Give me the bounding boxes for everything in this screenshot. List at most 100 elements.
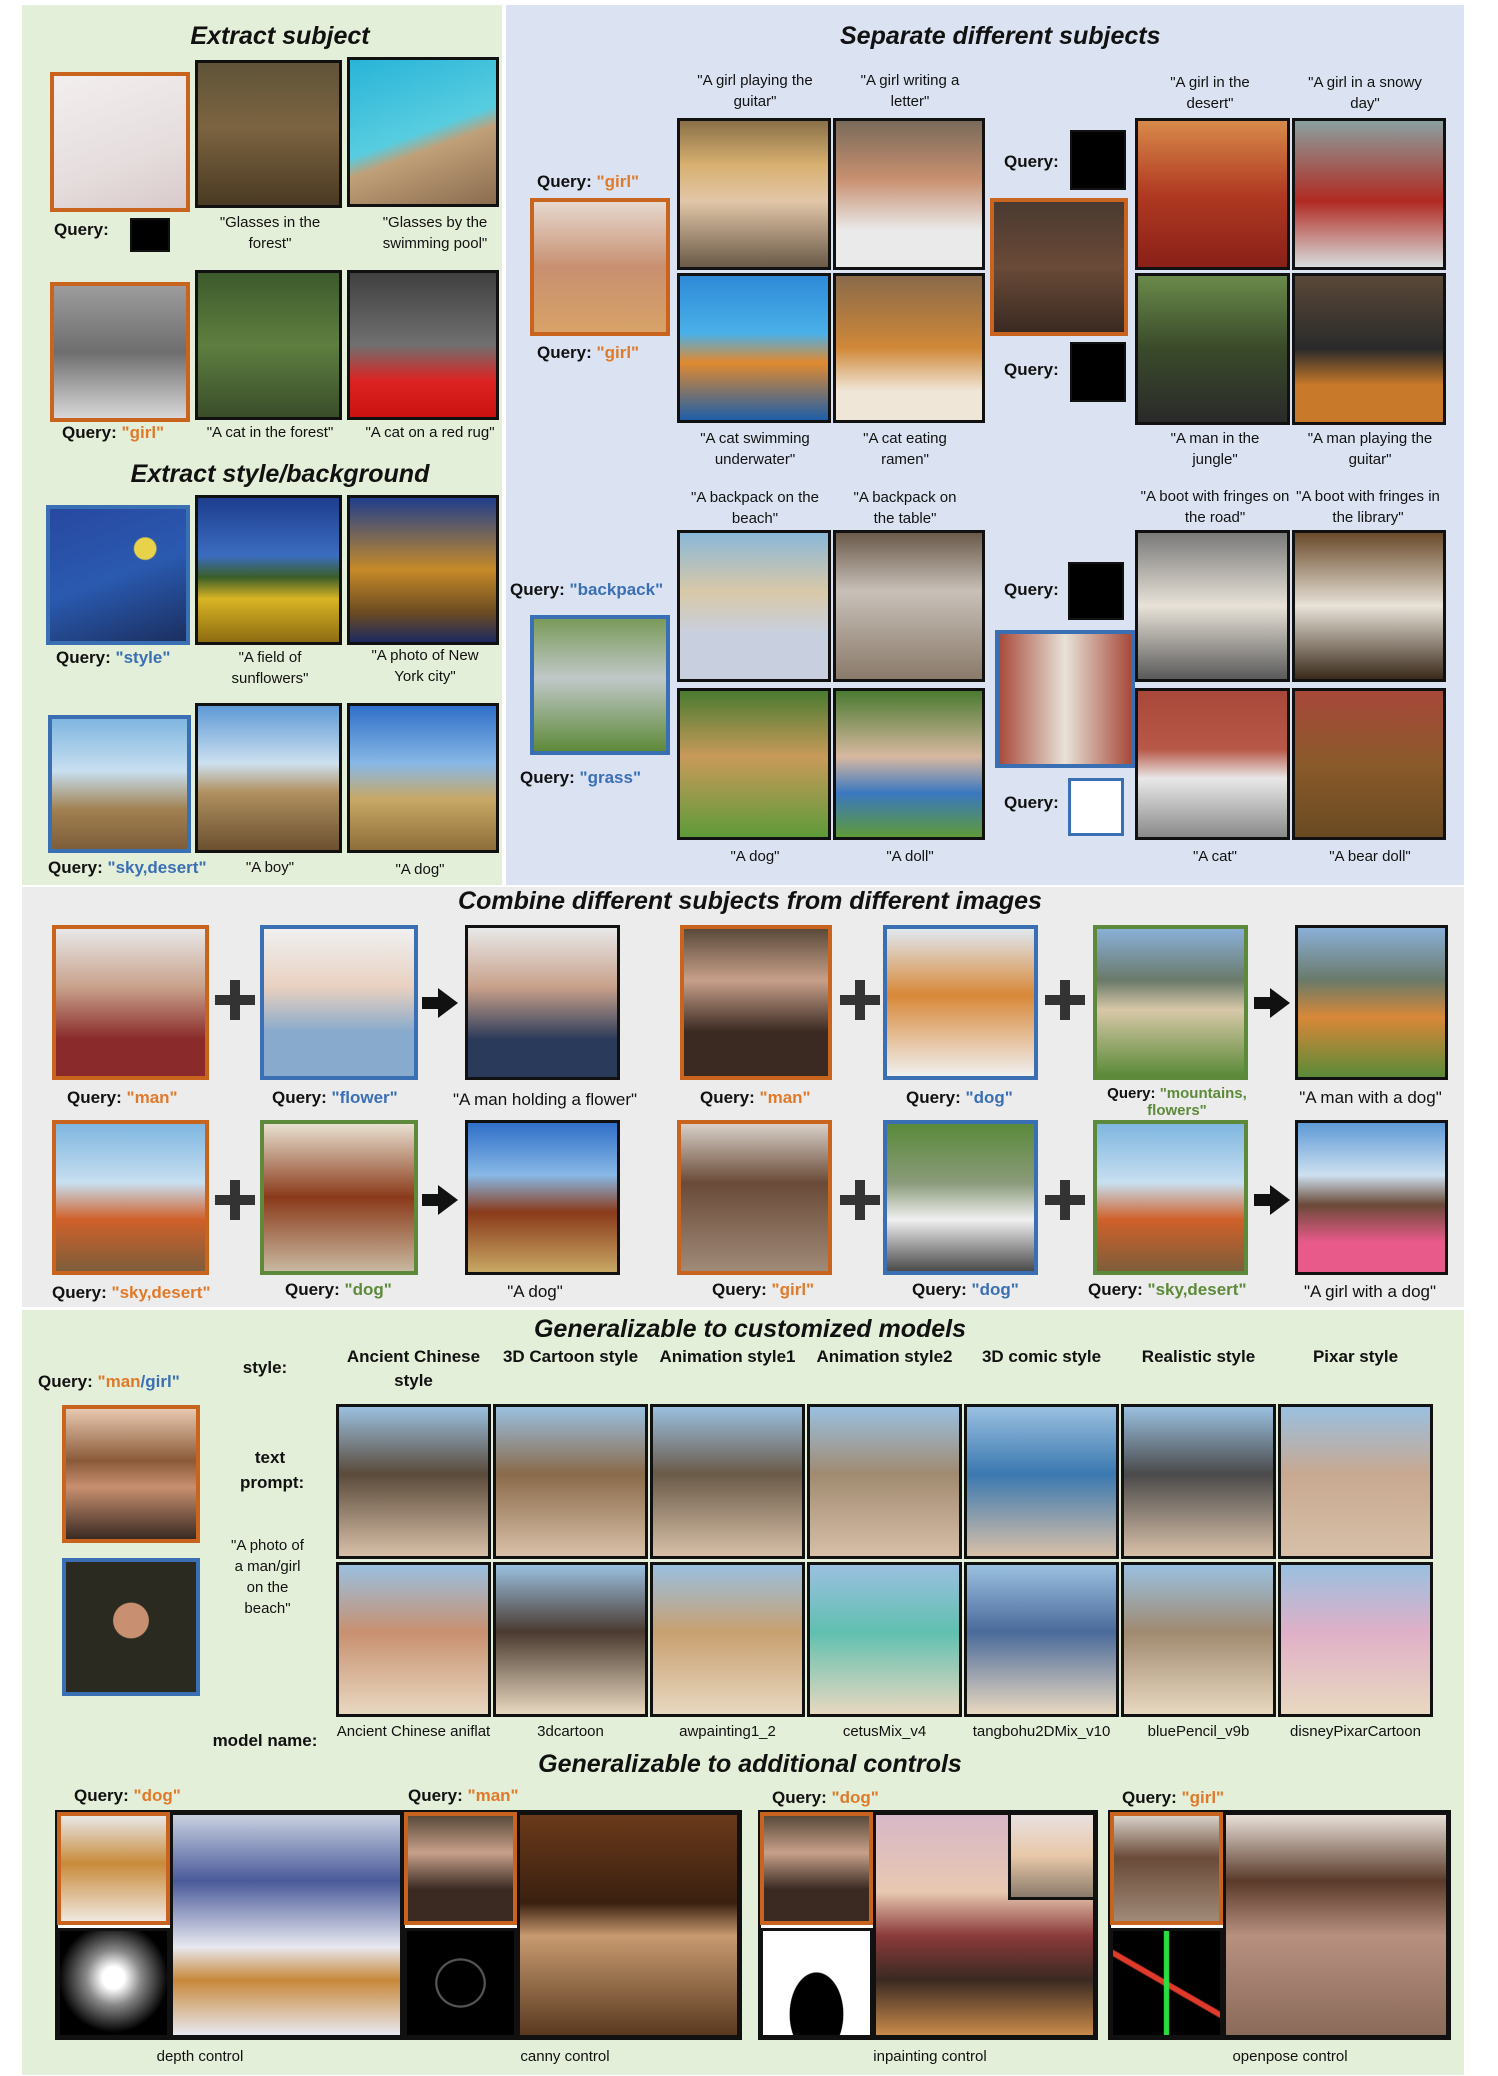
caption-glasses-forest: "Glasses in the forest"	[219, 214, 321, 252]
image-flower-query	[260, 925, 418, 1080]
style-label-6: Pixar style	[1312, 1347, 1399, 1366]
image-girl-snowy	[1292, 118, 1446, 270]
image-boot-library	[1292, 530, 1446, 682]
caption-backpack-beach: "A backpack on the beach"	[691, 489, 819, 527]
image-depth-map	[57, 1928, 170, 2038]
backpack-query: Query: "backpack"	[510, 580, 664, 599]
caption-man-jungle: "A man in the jungle"	[1170, 430, 1260, 468]
image-doll-grass	[833, 688, 985, 840]
caption-boot-road: "A boot with fringes on the road"	[1140, 488, 1290, 526]
generated-man-2	[650, 1404, 805, 1559]
control-query-inpainting: Query: "dog"	[772, 1788, 879, 1807]
grass-query: Query: "grass"	[520, 768, 642, 787]
image-man-dog-query	[680, 925, 832, 1080]
style-query: Query: "style"	[56, 648, 171, 667]
caption-girl-guitar: "A girl playing the guitar"	[697, 72, 813, 110]
image-girl-letter	[833, 118, 985, 270]
caption-cat-forest: "A cat in the forest"	[206, 424, 334, 441]
text-prompt-row-label: text prompt:	[240, 1448, 305, 1492]
boot-outline-mask-icon	[1068, 778, 1124, 836]
bg-query: Query: "sky,desert"	[48, 858, 207, 877]
image-boot-query	[995, 630, 1135, 768]
image-dog-road-query	[883, 1120, 1038, 1275]
boot-query-1: Query:	[1004, 580, 1059, 599]
plus-icon	[840, 1180, 880, 1220]
prompt-text: "A photo of a man/girl on the beach"	[231, 1537, 304, 1617]
image-sunflowers	[195, 495, 342, 645]
control-query-canny: Query: "man"	[408, 1786, 519, 1805]
section-title-extract-subject: Extract subject	[190, 22, 370, 50]
combine-r1b-q1: Query: "man"	[700, 1088, 811, 1107]
image-desert-query-3	[1093, 1120, 1248, 1275]
image-dog-man-query	[57, 1812, 170, 1925]
section-title-customized: Generalizable to customized models	[533, 1315, 967, 1343]
image-couple-query	[990, 198, 1128, 336]
image-man-dog-query-3	[760, 1812, 873, 1925]
separate-query-4: Query:	[1004, 360, 1059, 379]
image-man-portrait-query	[62, 1405, 200, 1543]
image-openpose-skeleton	[1110, 1928, 1223, 2038]
model-name-5: bluePencil_v9b	[1147, 1723, 1250, 1740]
generated-man-6	[1278, 1404, 1433, 1559]
image-desert-query	[48, 715, 191, 853]
arrow-right-icon	[1254, 988, 1290, 1018]
generated-girl-4	[964, 1562, 1119, 1717]
arrow-right-icon	[422, 988, 458, 1018]
section-title-controls: Generalizable to additional controls	[538, 1750, 962, 1778]
image-boy-desert	[195, 703, 342, 853]
combine-r1b-q2: Query: "dog"	[906, 1088, 1013, 1107]
caption-girl-letter: "A girl writing a letter"	[860, 72, 960, 110]
caption-cat-bricks: "A cat"	[1192, 848, 1237, 865]
man-silhouette-mask-icon	[1070, 342, 1126, 402]
style-label-1: 3D Cartoon style	[502, 1347, 639, 1366]
control-query-depth: Query: "dog"	[74, 1786, 181, 1805]
image-depth-result	[170, 1812, 403, 2038]
combine-r1b-result: "A man with a dog"	[1299, 1088, 1442, 1107]
caption-sunflowers: "A field of sunflowers"	[231, 649, 309, 687]
caption-cat-ramen: "A cat eating ramen"	[863, 430, 947, 468]
generated-man-4	[964, 1404, 1119, 1559]
image-cat-bricks	[1135, 688, 1290, 840]
generated-man-1	[493, 1404, 648, 1559]
generated-man-3	[807, 1404, 962, 1559]
style-label-0: Ancient Chinese style	[346, 1347, 481, 1390]
customized-query: Query: "man/girl"	[38, 1372, 180, 1391]
boot-query-2: Query:	[1004, 793, 1059, 812]
caption-backpack-table: "A backpack on the table"	[853, 489, 957, 527]
style-label-2: Animation style1	[659, 1347, 796, 1366]
image-inpaint-mask	[760, 1928, 873, 2038]
style-label-5: Realistic style	[1141, 1347, 1256, 1366]
image-backpack-table	[833, 530, 985, 682]
combine-r2b-q2: Query: "dog"	[912, 1280, 1019, 1299]
model-name-6: disneyPixarCartoon	[1290, 1723, 1421, 1740]
image-mountains-query	[1093, 925, 1248, 1080]
image-man-dog-query-2	[404, 1812, 517, 1925]
image-openpose-result	[1223, 1812, 1449, 2038]
image-glasses-forest	[195, 60, 342, 208]
caption-dog-grass: "A dog"	[730, 848, 780, 865]
caption-girl-desert: "A girl in the desert"	[1170, 74, 1250, 112]
plus-icon	[215, 1180, 255, 1220]
image-dog-query	[883, 925, 1038, 1080]
section-title-combine: Combine different subjects from differen…	[458, 887, 1042, 915]
caption-glasses-pool: "Glasses by the swimming pool"	[382, 214, 488, 252]
image-canny-edges	[404, 1928, 517, 2038]
generated-girl-2	[650, 1562, 805, 1717]
image-dog-brown-query	[260, 1120, 418, 1275]
image-girl-dog-result	[1295, 1120, 1448, 1275]
style-row-label: style:	[242, 1358, 288, 1377]
caption-dog: "A dog"	[395, 861, 445, 878]
model-name-4: tangbohu2DMix_v10	[972, 1723, 1111, 1740]
boot-mask-icon	[1068, 562, 1124, 620]
caption-girl-snowy: "A girl in a snowy day"	[1308, 74, 1422, 112]
caption-boot-library: "A boot with fringes in the library"	[1296, 488, 1440, 526]
girl-silhouette-mask-icon	[1070, 130, 1126, 190]
generated-man-0	[336, 1404, 491, 1559]
image-new-york	[347, 495, 499, 645]
model-name-row-label: model name:	[212, 1731, 318, 1750]
caption-cat-rug: "A cat on a red rug"	[365, 424, 495, 441]
image-backpack-query	[530, 615, 670, 755]
plus-icon	[1045, 1180, 1085, 1220]
image-desert-query-2	[52, 1120, 209, 1275]
image-starry-night-query	[46, 505, 190, 645]
